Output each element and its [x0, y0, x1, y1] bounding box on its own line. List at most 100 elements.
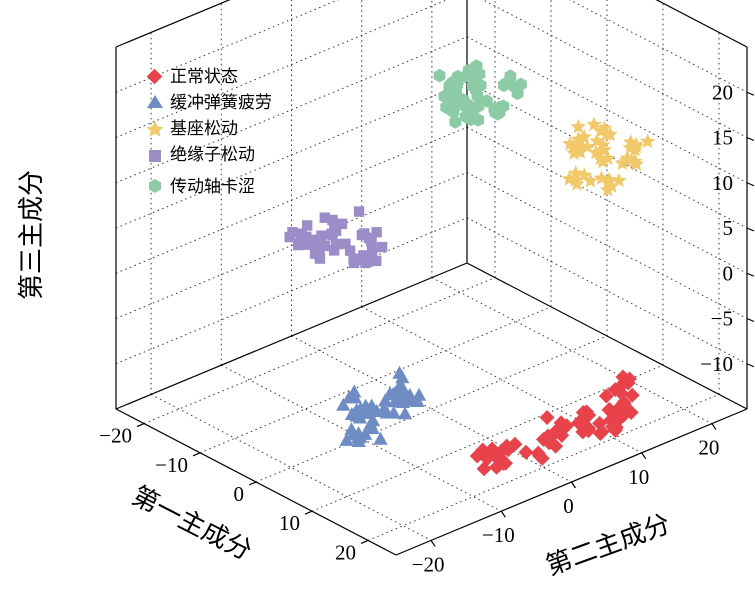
star-marker	[596, 141, 612, 157]
star-marker	[582, 172, 599, 188]
diamond-marker	[500, 442, 516, 458]
square-marker	[376, 241, 388, 253]
hexagon-marker	[471, 89, 484, 103]
legend-label: 传动轴卡涩	[170, 177, 255, 197]
star-marker	[569, 135, 586, 150]
wall-gridline	[115, 172, 468, 319]
hexagon-marker	[497, 78, 510, 93]
legend: 正常状态 缓冲弹簧疲劳 基座松动 绝缘子松动 传动轴卡涩	[146, 67, 272, 197]
triangle-marker	[386, 405, 401, 419]
legend-item: 传动轴卡涩	[149, 177, 255, 197]
diamond-marker	[535, 431, 551, 447]
y-axis-title: 第二主成分	[542, 509, 674, 582]
star-marker	[593, 170, 610, 185]
diamond-marker	[493, 451, 509, 467]
square-marker	[358, 250, 369, 261]
star-marker	[565, 139, 581, 155]
x-tick-label: 0	[234, 482, 245, 506]
x-tick-label: −10	[155, 453, 188, 477]
diamond-marker	[598, 388, 614, 404]
hexagon-marker	[459, 99, 472, 114]
square-marker	[371, 255, 382, 267]
box-edge	[655, 0, 748, 48]
y-tick-label: 20	[698, 436, 719, 460]
triangle-marker	[373, 431, 388, 445]
wall-gridline	[115, 0, 340, 93]
diamond-marker	[549, 422, 565, 438]
box-edge	[115, 0, 231, 48]
legend-label: 绝缘子松动	[170, 145, 255, 165]
star-marker	[619, 150, 636, 165]
x-tick-mark	[248, 481, 257, 486]
star-marker	[579, 138, 595, 154]
square-marker	[344, 245, 356, 256]
square-marker	[328, 245, 340, 256]
x-tick-label: 10	[279, 511, 300, 535]
floor-gridline	[255, 335, 608, 483]
z-axis-title: 第三主成分	[17, 170, 47, 300]
star-marker	[593, 123, 609, 138]
square-marker	[348, 253, 359, 264]
diamond-marker	[541, 435, 557, 451]
legend-item: 基座松动	[146, 119, 238, 139]
hexagon-marker	[443, 79, 456, 94]
legend-marker-square	[149, 150, 161, 162]
square-marker	[327, 214, 338, 226]
wall-gridline	[115, 217, 468, 365]
wall-gridline	[115, 81, 468, 229]
grid-layer	[115, 0, 748, 541]
star-marker	[570, 118, 586, 134]
diamond-marker	[540, 428, 556, 444]
z-tick-label: 5	[723, 216, 734, 240]
y-tick-mark	[641, 452, 647, 460]
wall-gridline	[115, 0, 448, 138]
star-marker	[576, 128, 592, 144]
diamond-marker	[507, 436, 523, 452]
hexagon-marker	[473, 67, 486, 81]
square-marker	[301, 220, 313, 231]
triangle-marker	[353, 401, 368, 415]
z-tick-mark	[746, 136, 755, 142]
diamond-marker	[497, 455, 513, 471]
legend-marker-triangle	[147, 95, 163, 108]
diamond-marker	[592, 426, 608, 442]
triangle-marker	[411, 387, 427, 401]
legend-marker-hexagon	[149, 179, 161, 193]
diamond-marker	[571, 414, 587, 430]
legend-item: 绝缘子松动	[149, 145, 255, 165]
hexagon-marker	[459, 109, 472, 124]
z-tick-mark	[746, 272, 755, 277]
diamond-marker	[539, 410, 555, 425]
square-marker	[316, 230, 327, 241]
square-marker	[366, 246, 378, 258]
triangle-marker	[336, 397, 351, 411]
y-tick-mark	[711, 423, 717, 430]
legend-item: 正常状态	[146, 67, 238, 87]
star-marker	[589, 132, 605, 148]
floor-gridline	[199, 306, 552, 454]
triangle-marker	[344, 407, 360, 421]
triangle-marker	[397, 406, 413, 420]
square-marker	[319, 240, 331, 252]
data-points	[284, 59, 656, 477]
x-tick-mark	[136, 423, 145, 428]
diamond-marker	[548, 438, 564, 454]
square-marker	[296, 228, 307, 239]
diamond-marker	[518, 444, 534, 460]
diamond-marker	[490, 458, 506, 474]
box-edge	[115, 262, 468, 410]
star-marker	[639, 133, 656, 149]
legend-label: 缓冲弹簧疲劳	[170, 93, 272, 113]
hexagon-marker	[504, 69, 517, 83]
diamond-marker	[592, 415, 608, 431]
hexagon-marker	[488, 102, 501, 116]
z-tick-mark	[746, 227, 755, 232]
tick-labels: −20 −10 0 10 20 −20 −10 0 10 20 −10 −5 0 5 10 15 20	[99, 80, 755, 576]
legend-marker-star	[146, 121, 164, 137]
square-marker	[304, 234, 315, 246]
wall-gridline	[115, 36, 468, 184]
x-tick-label: −20	[99, 424, 132, 448]
star-marker	[599, 181, 616, 197]
star-marker	[569, 143, 585, 158]
y-tick-label: −20	[412, 552, 445, 576]
